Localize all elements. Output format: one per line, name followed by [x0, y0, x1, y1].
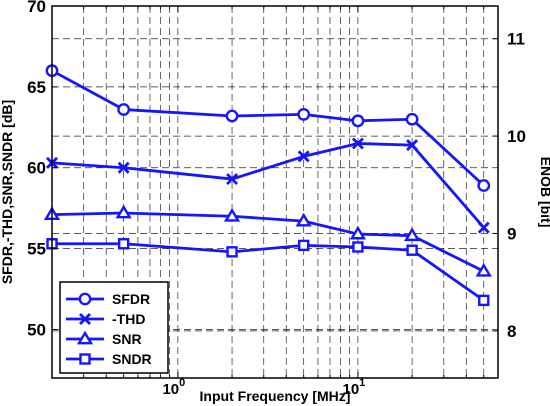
y2-tick-labels: 8 9 10 11 [507, 30, 526, 341]
y-axis-title: SFDR,-THD,SNR,SNDR [dB] [0, 100, 15, 284]
x-tick-labels: 100 101 [162, 377, 365, 398]
series-sndr [46, 238, 490, 307]
y2-axis-title: ENOB [bit] [538, 157, 550, 228]
data-point-thd [406, 139, 419, 152]
data-point-snr [295, 212, 312, 227]
data-point-snr [115, 204, 132, 219]
y-tick-label: 60 [27, 159, 46, 178]
x-tick-label: 101 [342, 377, 365, 398]
data-point-sndr [226, 246, 238, 258]
y-tick-label: 55 [27, 240, 46, 259]
data-point-sfdr [405, 112, 419, 126]
legend-marker [79, 353, 91, 365]
data-point-snr [403, 227, 421, 242]
y2-tick-label: 8 [507, 322, 516, 341]
legend-item-sndr: SNDR [66, 351, 152, 367]
data-point-sfdr [351, 114, 365, 128]
legend-marker [78, 292, 92, 306]
legend-label: SNR [112, 331, 142, 347]
data-point-thd [351, 137, 364, 150]
data-point-sndr [406, 244, 418, 256]
series-thd [46, 137, 490, 234]
data-point-sfdr [477, 179, 491, 192]
y2-tick-label: 10 [507, 127, 526, 146]
legend-item-snr: SNR [66, 330, 142, 347]
data-point-sndr [478, 294, 490, 307]
data-point-sndr [117, 238, 130, 250]
series-snr [43, 204, 492, 277]
y-tick-label: 70 [27, 0, 46, 16]
series-layer [43, 64, 492, 307]
data-point-sndr [352, 241, 364, 253]
data-point-thd [297, 150, 310, 163]
y-tick-label: 50 [27, 320, 46, 339]
legend-marker [79, 313, 91, 325]
x-axis-title: Input Frequency [MHz] [200, 388, 351, 404]
legend-item-thd: -THD [66, 311, 145, 327]
x-tick-label: 100 [162, 377, 185, 398]
legend-item-sfdr: SFDR [66, 291, 150, 307]
data-point-snr [223, 207, 241, 222]
data-point-sfdr [117, 103, 131, 116]
y2-tick-label: 11 [507, 30, 525, 49]
legend: SFDR -THD SNR SNDR [59, 281, 169, 374]
data-point-sfdr [225, 109, 239, 123]
data-point-snr [475, 262, 492, 277]
data-point-thd [226, 173, 239, 186]
data-point-snr [349, 225, 366, 240]
tick-marks [52, 5, 498, 378]
data-point-thd [477, 221, 490, 234]
y-tick-label: 65 [27, 78, 46, 97]
data-point-sfdr [297, 107, 311, 121]
data-point-sndr [297, 239, 310, 252]
y2-tick-label: 9 [507, 224, 516, 243]
legend-marker [76, 330, 94, 345]
legend-label: SFDR [112, 291, 150, 307]
series-sfdr [45, 64, 491, 192]
legend-label: SNDR [112, 351, 152, 367]
y-tick-labels: 50 55 60 65 70 [27, 0, 46, 339]
legend-label: -THD [112, 311, 145, 327]
data-point-thd [117, 161, 130, 174]
plot-frame [51, 5, 499, 379]
